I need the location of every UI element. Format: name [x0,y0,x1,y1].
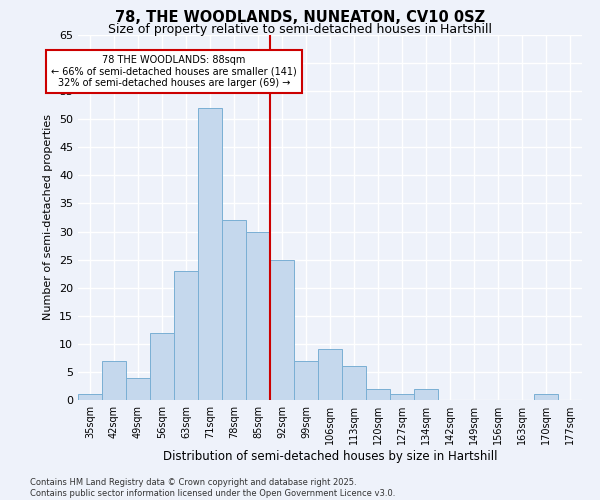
Bar [174,271,198,400]
Bar [222,220,246,400]
Bar [198,108,222,400]
Text: 78 THE WOODLANDS: 88sqm
← 66% of semi-detached houses are smaller (141)
32% of s: 78 THE WOODLANDS: 88sqm ← 66% of semi-de… [51,54,297,88]
X-axis label: Distribution of semi-detached houses by size in Hartshill: Distribution of semi-detached houses by … [163,450,497,463]
Bar [534,394,558,400]
Bar [126,378,150,400]
Y-axis label: Number of semi-detached properties: Number of semi-detached properties [43,114,53,320]
Bar [366,389,390,400]
Bar [342,366,366,400]
Bar [150,332,174,400]
Bar [78,394,102,400]
Text: Size of property relative to semi-detached houses in Hartshill: Size of property relative to semi-detach… [108,22,492,36]
Bar [414,389,438,400]
Bar [246,232,270,400]
Text: 78, THE WOODLANDS, NUNEATON, CV10 0SZ: 78, THE WOODLANDS, NUNEATON, CV10 0SZ [115,10,485,25]
Bar [294,360,318,400]
Bar [390,394,414,400]
Text: Contains HM Land Registry data © Crown copyright and database right 2025.
Contai: Contains HM Land Registry data © Crown c… [30,478,395,498]
Bar [270,260,294,400]
Bar [102,360,126,400]
Bar [318,350,342,400]
